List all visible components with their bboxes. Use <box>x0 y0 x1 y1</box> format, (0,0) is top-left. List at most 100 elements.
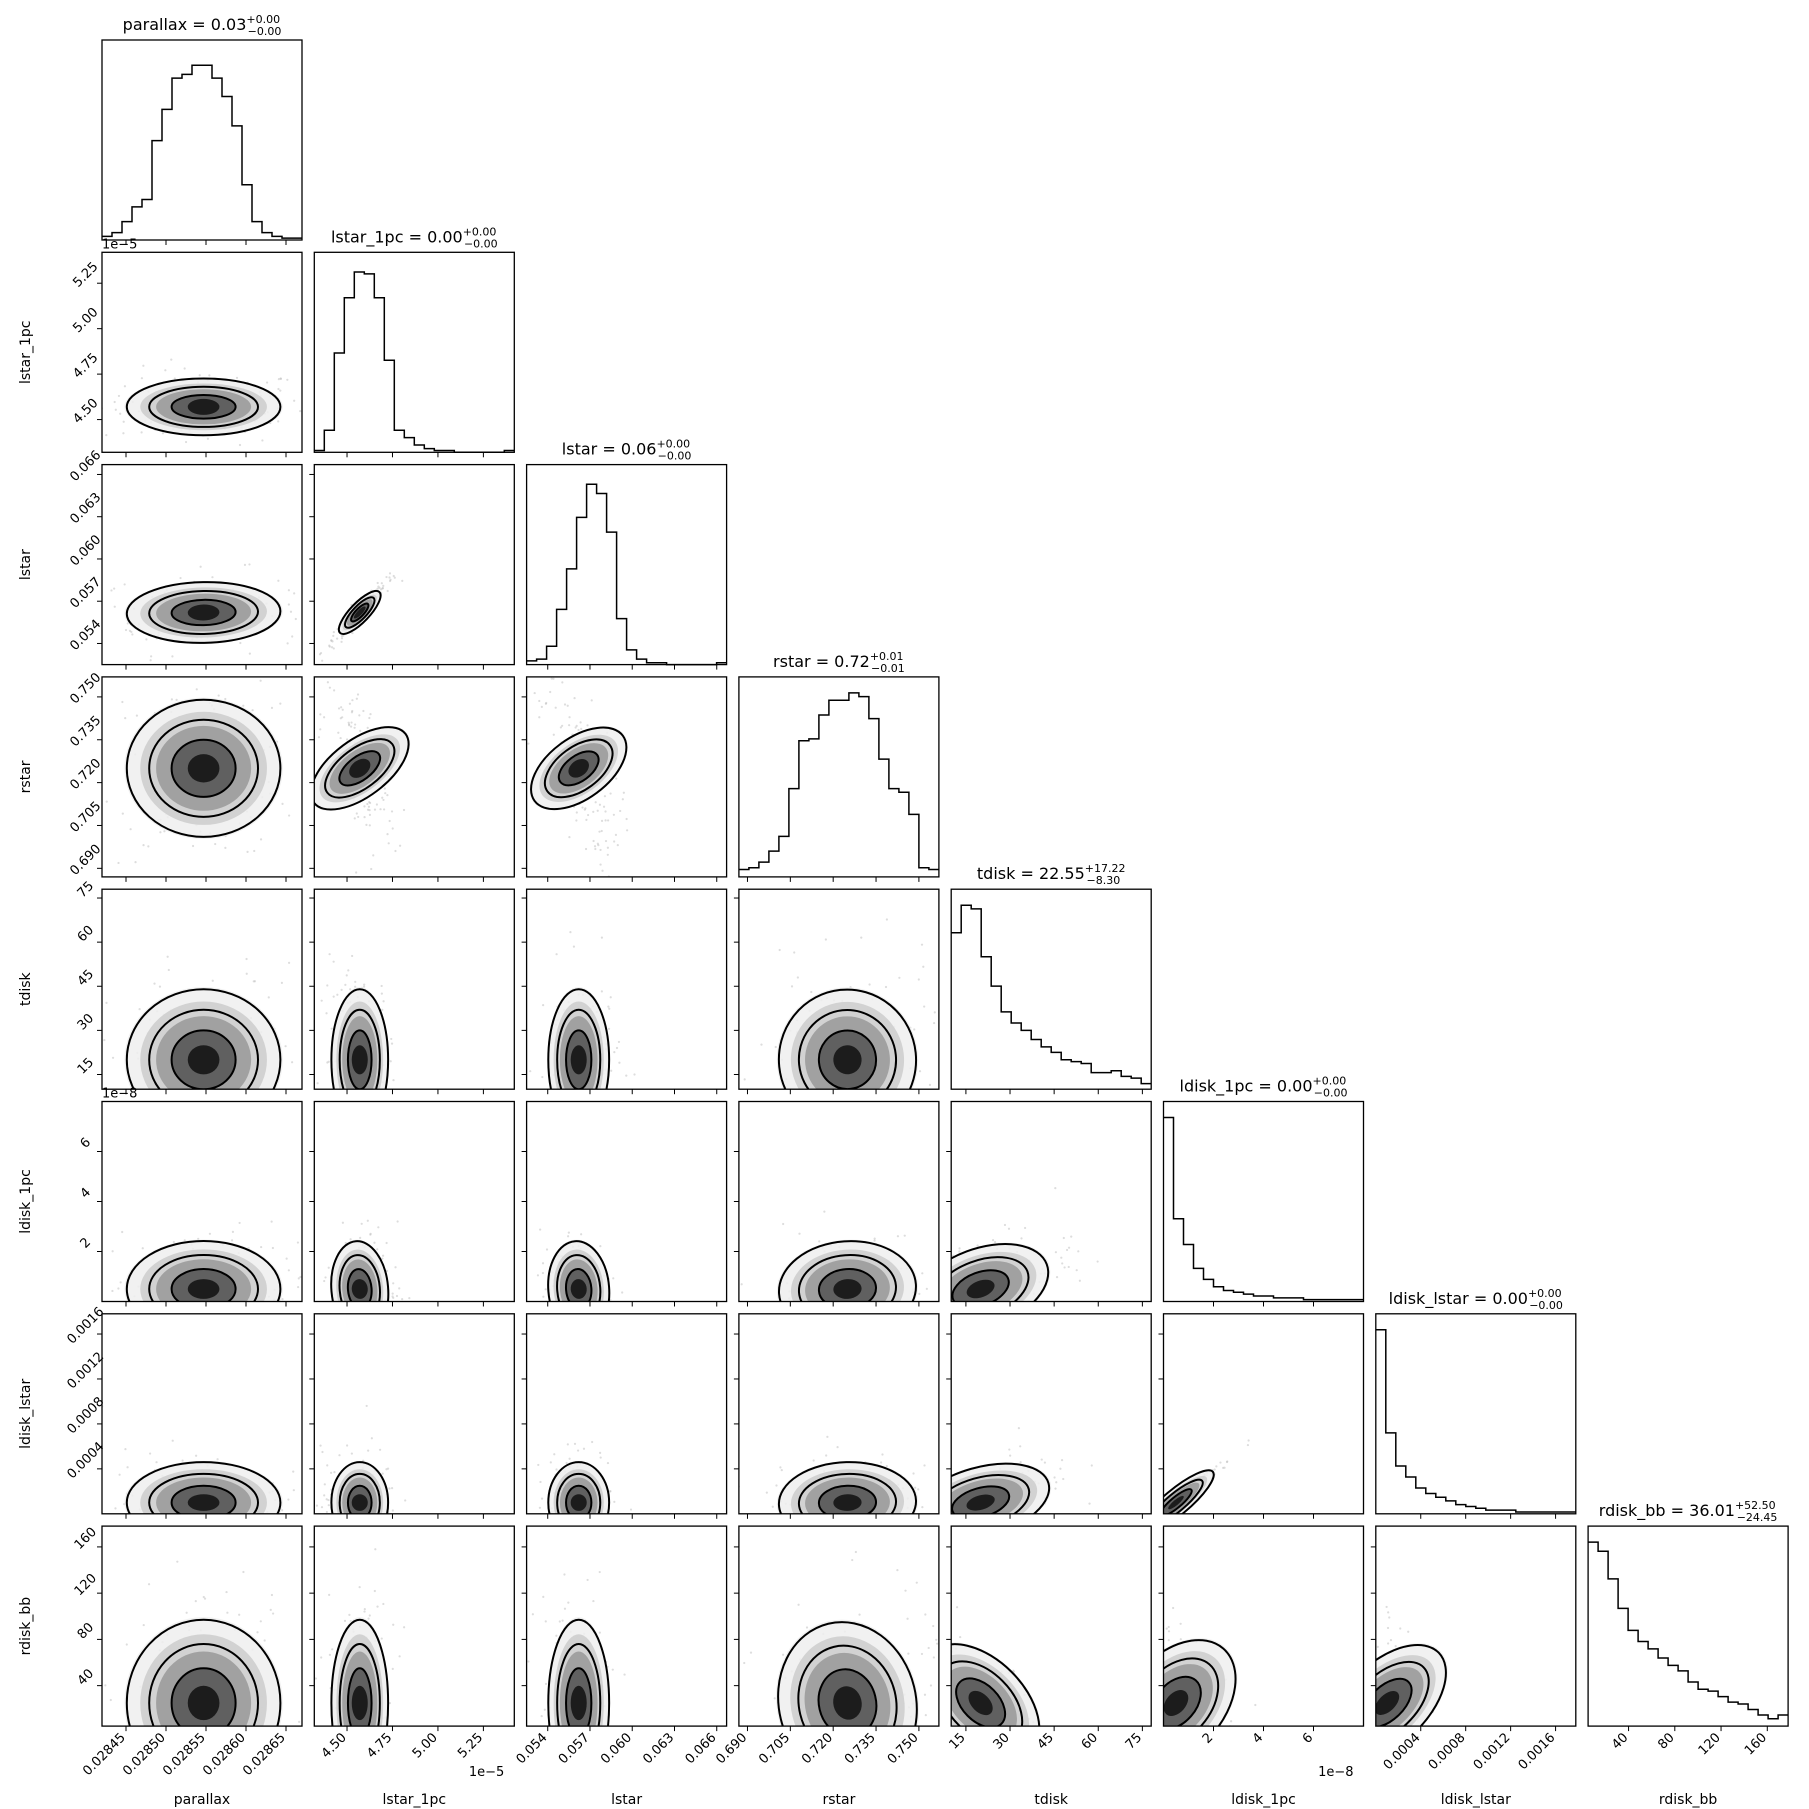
panel-ldisk_lstar-vs-ldisk_lstar: ldisk_lstar = 0.00+0.00 −0.00 <box>1375 1287 1577 1519</box>
sample-point <box>878 1328 880 1330</box>
sample-point <box>593 1534 595 1536</box>
sample-point <box>191 1096 193 1098</box>
sample-point <box>88 1052 90 1054</box>
sample-point <box>279 389 282 392</box>
sample-point <box>1339 1708 1341 1710</box>
sample-point <box>1152 1514 1154 1516</box>
sample-point <box>1153 1647 1155 1649</box>
sample-point <box>377 1226 380 1229</box>
sample-point <box>261 439 264 442</box>
sample-point <box>1172 1801 1174 1803</box>
sample-point <box>286 378 289 381</box>
sample-point <box>1004 1792 1006 1794</box>
sample-point <box>568 724 571 727</box>
y-tick-label-lstar_1pc: 4.75 <box>70 350 101 381</box>
sample-point <box>1376 1645 1379 1648</box>
sample-point <box>367 1319 369 1321</box>
sample-point <box>183 367 186 370</box>
sample-point <box>372 854 375 857</box>
sample-point <box>537 1463 540 1467</box>
sample-point <box>979 1747 981 1749</box>
x-axis-label-ldisk_lstar: ldisk_lstar <box>1441 1792 1511 1808</box>
sample-point <box>930 1527 932 1529</box>
sample-point <box>574 1796 576 1798</box>
sample-point <box>180 1523 182 1525</box>
sample-point <box>311 1254 313 1256</box>
sample-point <box>348 1613 351 1616</box>
sample-point <box>1357 1689 1359 1691</box>
x-offset-lstar_1pc: 1e−5 <box>469 1765 504 1780</box>
sample-point <box>358 714 361 717</box>
sample-point <box>596 809 599 812</box>
sample-point <box>317 736 321 739</box>
sample-point <box>1354 1630 1356 1632</box>
sample-point <box>296 1241 300 1244</box>
sample-point <box>947 1492 949 1494</box>
sample-point <box>780 1539 782 1541</box>
sample-point <box>352 1732 354 1734</box>
panel-ldisk_lstar-vs-ldisk_1pc <box>1111 1313 1365 1560</box>
sample-point <box>332 1333 334 1335</box>
sample-point <box>385 1241 388 1245</box>
sample-point <box>1009 1454 1012 1457</box>
sample-point <box>920 1668 922 1670</box>
sample-point <box>150 1780 152 1782</box>
sample-point <box>578 1766 580 1768</box>
panel-ldisk_lstar-vs-lstar <box>521 1313 728 1536</box>
sample-point <box>119 1281 122 1284</box>
sample-point <box>196 1328 198 1330</box>
sample-point <box>213 1732 215 1734</box>
sample-point <box>355 871 358 874</box>
sample-point <box>955 1606 959 1609</box>
sample-point <box>366 1728 368 1730</box>
sample-point <box>1407 1630 1410 1633</box>
sample-point <box>609 996 612 999</box>
panel-rstar-vs-lstar_1pc <box>309 676 515 882</box>
sample-point <box>780 1469 783 1472</box>
contour-level-1 <box>1163 1675 1202 1727</box>
sample-point <box>279 1303 281 1305</box>
sample-point <box>946 1493 948 1495</box>
contour-level-2 <box>543 738 614 799</box>
sample-point <box>1166 1733 1168 1735</box>
sample-point <box>1158 1509 1160 1511</box>
sample-point <box>372 1534 374 1536</box>
sample-point <box>360 1222 363 1225</box>
sample-point <box>1198 1739 1200 1741</box>
sample-point <box>564 1527 566 1529</box>
sample-point <box>339 1754 341 1756</box>
sample-point <box>883 1593 885 1595</box>
sample-point <box>369 1154 371 1156</box>
sample-point <box>293 592 296 595</box>
sample-point <box>350 1735 352 1737</box>
sample-point <box>1111 1558 1113 1560</box>
sample-point <box>818 1376 820 1378</box>
sample-point <box>383 1515 385 1517</box>
sample-point <box>783 1754 785 1756</box>
sample-point <box>242 1303 244 1305</box>
sample-point <box>601 869 604 872</box>
sample-point <box>540 1341 542 1343</box>
sample-point <box>593 845 597 848</box>
sample-point <box>612 1277 615 1280</box>
sample-point <box>976 1318 978 1320</box>
sample-point <box>329 1471 333 1474</box>
sample-point <box>803 1121 805 1123</box>
sample-point <box>935 1487 937 1489</box>
sample-point <box>269 1124 271 1126</box>
panel-frame <box>1162 1100 1365 1303</box>
sample-point <box>558 1620 561 1623</box>
sample-point <box>380 1131 382 1133</box>
contour-level-2 <box>797 1472 898 1514</box>
sample-point <box>345 1530 347 1532</box>
sample-point <box>1149 1520 1151 1522</box>
sample-point <box>277 387 280 391</box>
y-tick-label-ldisk_lstar: 0.0012 <box>64 1349 107 1392</box>
sample-point <box>811 1308 813 1310</box>
sample-point <box>552 733 555 736</box>
sample-point <box>836 1554 838 1556</box>
sample-point <box>616 844 619 847</box>
sample-point <box>260 1245 263 1249</box>
sample-point <box>566 1306 568 1308</box>
